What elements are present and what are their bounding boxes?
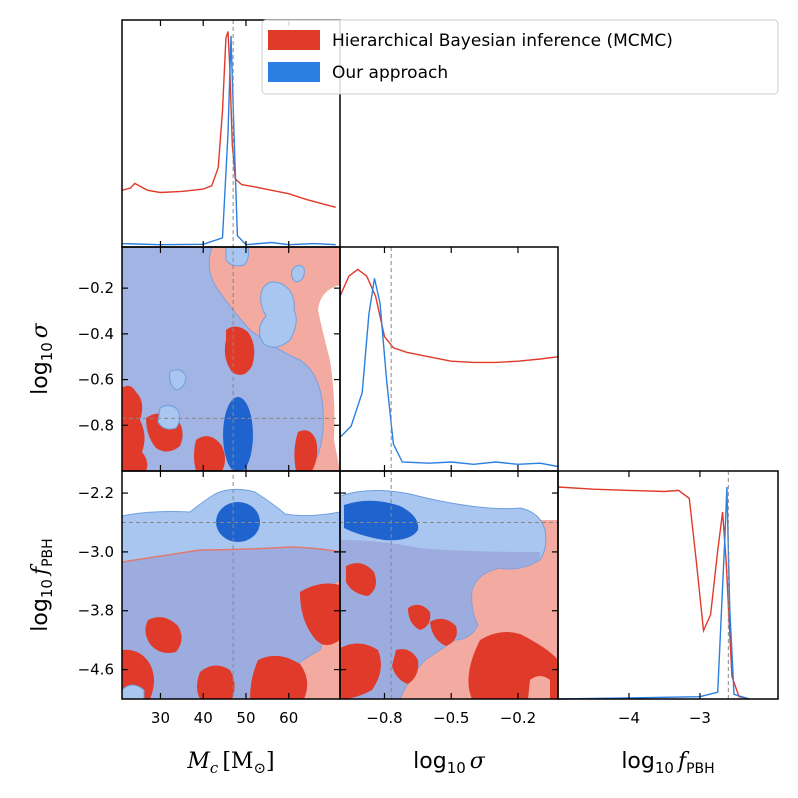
ours-blob-right [259, 281, 297, 348]
y-axis-title-fpbh: log10fPBH [28, 538, 56, 631]
x-axis-title-sigma: log10 σ [413, 749, 486, 777]
xtick-label-sigma: −0.5 [433, 709, 469, 727]
mcmc-blob-c [197, 665, 235, 699]
y-axis-title-sigma: log10σ [28, 322, 56, 395]
legend: Hierarchical Bayesian inference (MCMC) O… [261, 19, 779, 95]
x-axis-title-fpbh: log10 fPBH [621, 749, 714, 777]
mcmc-blob-a [145, 617, 182, 653]
frame-marginal-sigma [339, 246, 559, 472]
mcmc-blob-mid [224, 326, 255, 375]
panel-sigma-vs-mc [122, 247, 340, 471]
panel-fpbh-vs-mc [122, 471, 340, 699]
xtick-label-mc: 50 [236, 709, 255, 727]
ours-blob-small [157, 404, 181, 430]
xtick-label-mc: 30 [151, 709, 170, 727]
ytick-label-sigma: −0.2 [78, 279, 114, 297]
xtick-label-sigma: −0.2 [500, 709, 536, 727]
ytick-label-fpbh: −3.8 [78, 602, 114, 620]
ytick-label-sigma: −0.6 [78, 371, 114, 389]
marginal-fpbh-mcmc-line [557, 486, 750, 700]
xtick-label-mc: 60 [279, 709, 298, 727]
ours-blob-bottom-left [122, 684, 145, 699]
marginal-sigma [339, 268, 559, 468]
marginal-fpbh [557, 486, 750, 700]
x-axis-title-mc: Mc [M⊙] [186, 749, 274, 777]
ours-blob-left [169, 369, 187, 391]
mcmc-blob-b [408, 604, 431, 630]
mcmc-blob-d [340, 643, 381, 699]
legend-label-mcmc: Hierarchical Bayesian inference (MCMC) [332, 31, 673, 51]
xtick-label-sigma: −0.8 [366, 709, 402, 727]
tick-labels: 30 40 50 60 −0.8 −0.5 −0.2 −4 −3 −0.8 −0.6 −0.4 −0.2… [78, 279, 711, 727]
marginal-sigma-mcmc-line [339, 268, 559, 364]
marginal-mc-mcmc-line [121, 31, 336, 208]
mcmc-blob-e [392, 649, 419, 684]
mcmc-blob-d [250, 655, 308, 699]
legend-box [261, 19, 779, 95]
xtick-label-fpbh: −4 [618, 709, 640, 727]
mcmc-blob-e [300, 583, 340, 645]
ours-blob-top [225, 247, 249, 267]
panel-frames [121, 19, 779, 700]
ytick-label-sigma: −0.4 [78, 325, 114, 343]
legend-swatch-ours [268, 62, 320, 82]
ytick-label-fpbh: −4.6 [78, 661, 114, 679]
panel-fpbh-vs-sigma [340, 471, 558, 699]
marginal-sigma-ours-line [339, 278, 559, 468]
mcmc-blob-c [430, 618, 457, 646]
frame-marginal-fpbh [557, 470, 779, 700]
marginal-fpbh-ours-line [557, 486, 750, 700]
mcmc-blob-a [346, 563, 376, 596]
mcmc-blob-left [122, 385, 148, 471]
xtick-label-fpbh: −3 [689, 709, 711, 727]
axis-ticks [122, 20, 701, 699]
ours-blob-right2 [291, 264, 305, 283]
legend-swatch-mcmc [268, 30, 320, 50]
ours-inner-contour [344, 500, 419, 541]
mcmc-blob-lower [194, 436, 225, 471]
ytick-label-fpbh: −3.0 [78, 543, 114, 561]
xtick-label-mc: 40 [194, 709, 213, 727]
mcmc-blob-right-bottom [294, 430, 318, 471]
ytick-label-sigma: −0.8 [78, 416, 114, 434]
mcmc-inner-contour-line [122, 546, 340, 563]
ours-inner-contour [223, 397, 253, 471]
legend-label-ours: Our approach [332, 63, 448, 83]
ytick-label-fpbh: −2.2 [78, 484, 114, 502]
ours-blob-bottom [528, 676, 550, 699]
